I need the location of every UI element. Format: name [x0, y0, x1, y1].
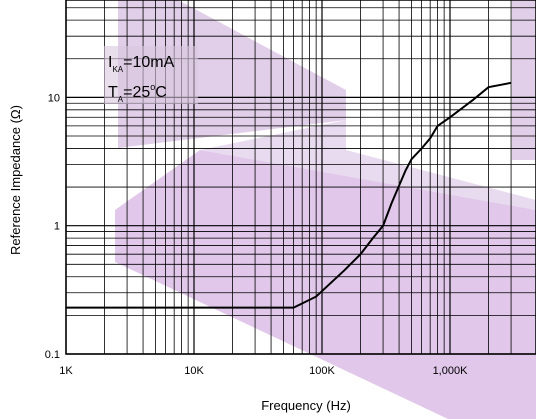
watermark-shape-2 — [115, 150, 536, 419]
y-tick-label: 1 — [54, 221, 60, 233]
temperature-condition: TA=25oC — [108, 82, 167, 104]
y-tick-label: 0.1 — [45, 349, 60, 361]
x-tick-labels: 1K 10K 100K 1,000K — [59, 365, 468, 377]
watermark-shape-3 — [512, 0, 536, 160]
current-condition: IKA=10mA — [108, 54, 175, 74]
watermark-shape-4 — [200, 120, 536, 210]
condition-box-bg — [104, 46, 198, 104]
plot-frame — [65, 0, 536, 355]
y-tick-label: 10 — [48, 92, 60, 104]
y-axis-title: Reference Impedance (Ω) — [8, 105, 23, 255]
condition-box: IKA=10mA TA=25oC — [104, 46, 198, 104]
x-axis-title: Frequency (Hz) — [261, 398, 351, 413]
watermark-shape-1 — [118, 0, 346, 148]
x-tick-label: 100K — [309, 365, 335, 377]
y-tick-labels: 0.1 1 10 — [45, 92, 60, 361]
x-tick-label: 1K — [59, 365, 73, 377]
x-tick-label: 1,000K — [433, 365, 469, 377]
impedance-curve — [66, 81, 512, 309]
x-tick-label: 10K — [184, 365, 204, 377]
watermark-shapes — [115, 0, 536, 419]
